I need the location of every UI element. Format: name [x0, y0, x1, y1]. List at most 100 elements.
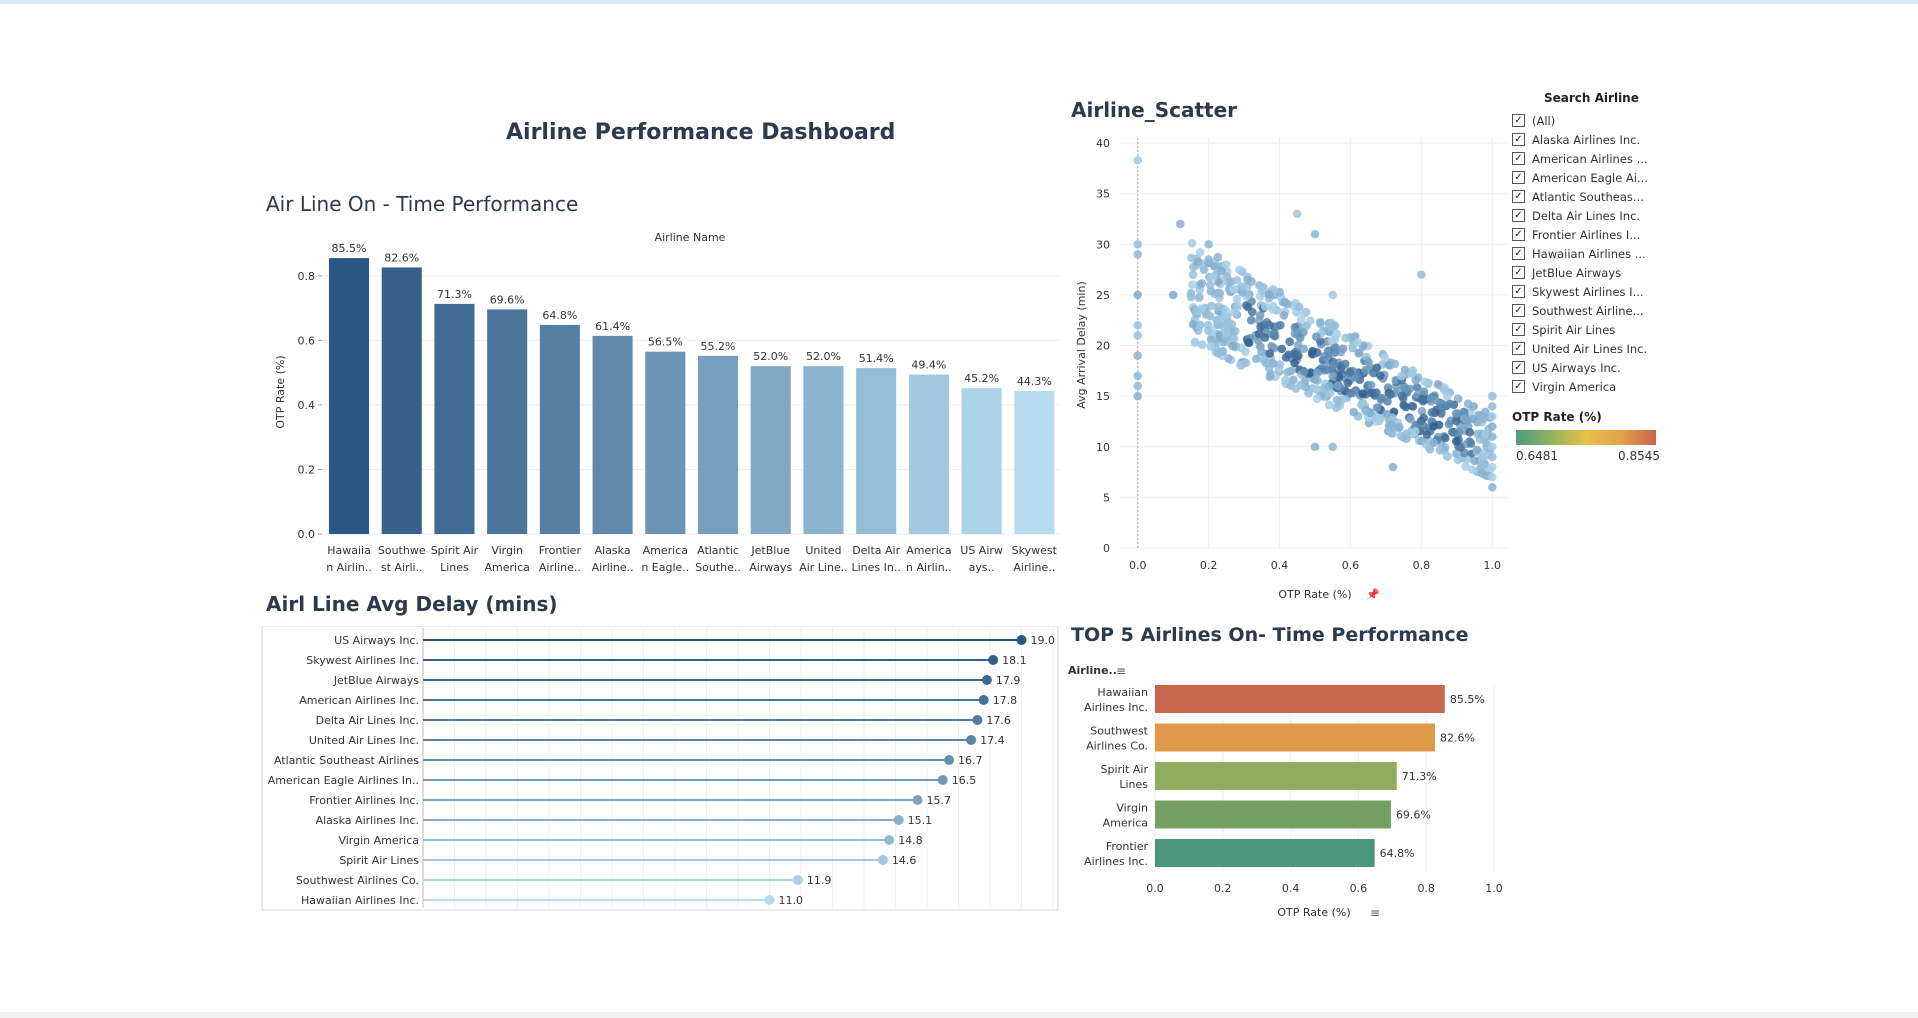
otp-bar [645, 351, 686, 534]
delay-lollipop-dot [978, 695, 989, 705]
scatter-point [1338, 344, 1348, 353]
scatter-point [1341, 333, 1350, 343]
top5-xtick-label: 0.8 [1417, 882, 1435, 895]
filter-item-label: (All) [1532, 113, 1556, 128]
scatter-point [1410, 426, 1420, 436]
filter-item[interactable]: ✓ Delta Air Lines Inc. [1512, 206, 1662, 225]
airline-scatter-chart[interactable]: 0.0 0.2 0.4 0.6 0.8 1.0 0 5 10 15 20 25 30 35 40 OTP Ra… [1070, 130, 1510, 605]
bar-category-label: Air Line.. [799, 561, 848, 574]
scatter-point [1208, 272, 1218, 281]
scatter-point [1232, 294, 1242, 304]
delay-lollipop-dot [893, 815, 904, 825]
checkbox-checked-icon[interactable]: ✓ [1512, 304, 1525, 317]
scatter-point [1133, 320, 1143, 330]
bar-category-label: JetBlue [750, 544, 790, 557]
filter-item[interactable]: ✓ JetBlue Airways [1512, 263, 1662, 282]
scatter-point [1293, 340, 1303, 350]
checkbox-checked-icon[interactable]: ✓ [1512, 247, 1525, 260]
delay-value-label: 17.8 [993, 694, 1018, 707]
delay-lollipop-dot [764, 895, 775, 905]
delay-value-label: 15.7 [927, 794, 952, 807]
bar-category-label: n Airlin.. [906, 561, 952, 574]
scatter-point [1435, 445, 1445, 455]
filter-item[interactable]: ✓ Skywest Airlines I... [1512, 282, 1662, 301]
scatter-point [1354, 348, 1363, 358]
avg-delay-chart[interactable]: 19.0 US Airways Inc. 18.1 Skywest Airlines … [260, 626, 1060, 912]
top5-category-label: America [1103, 817, 1148, 830]
scatter-point [1290, 350, 1299, 359]
filter-item[interactable]: ✓ Frontier Airlines I... [1512, 225, 1662, 244]
scatter-point [1453, 394, 1463, 403]
filter-item[interactable]: ✓ Southwest Airline... [1512, 301, 1662, 320]
otp-bar [1014, 391, 1055, 534]
otp-bar-label: 69.6% [490, 293, 525, 306]
delay-value-label: 14.6 [892, 854, 917, 867]
filter-item[interactable]: ✓ (All) [1512, 111, 1662, 130]
scatter-point [1133, 250, 1143, 259]
checkbox-checked-icon[interactable]: ✓ [1512, 228, 1525, 241]
top5-xtick-label: 0.4 [1282, 882, 1300, 895]
scatter-xtick-label: 0.4 [1271, 559, 1289, 572]
scatter-point [1220, 319, 1229, 329]
filter-item[interactable]: ✓ US Airways Inc. [1512, 358, 1662, 377]
bar-chart-ytick-label: 0.2 [298, 463, 316, 476]
checkbox-checked-icon[interactable]: ✓ [1512, 342, 1525, 355]
scatter-point [1312, 384, 1322, 394]
filter-item[interactable]: ✓ United Air Lines Inc. [1512, 339, 1662, 358]
scatter-xtick-label: 1.0 [1484, 559, 1502, 572]
bar-category-label: Airways [749, 561, 792, 574]
bar-category-label: n Eagle.. [641, 561, 689, 574]
checkbox-checked-icon[interactable]: ✓ [1512, 171, 1525, 184]
scatter-point [1133, 331, 1143, 340]
scatter-point [1477, 469, 1487, 478]
checkbox-checked-icon[interactable]: ✓ [1512, 266, 1525, 279]
checkbox-checked-icon[interactable]: ✓ [1512, 323, 1525, 336]
filter-item[interactable]: ✓ Spirit Air Lines [1512, 320, 1662, 339]
otp-bar-chart[interactable]: Airline Name OTP Rate (%) 0.0 0.2 0.4 0.6 0.8 8… [260, 222, 1060, 587]
scatter-point [1429, 438, 1438, 448]
delay-value-label: 14.8 [898, 834, 923, 847]
checkbox-checked-icon[interactable]: ✓ [1512, 133, 1525, 146]
scatter-point [1227, 319, 1237, 329]
filter-item[interactable]: ✓ American Airlines ... [1512, 149, 1662, 168]
filter-item[interactable]: ✓ Atlantic Southeas... [1512, 187, 1662, 206]
delay-value-label: 17.9 [996, 674, 1021, 687]
scatter-point [1433, 379, 1443, 389]
scatter-point [1292, 209, 1302, 219]
scatter-point [1213, 288, 1223, 298]
legend-title: OTP Rate (%) [1512, 410, 1602, 424]
otp-bar [908, 374, 949, 534]
bar-category-label: America [484, 561, 529, 574]
filter-item[interactable]: ✓ American Eagle Ai... [1512, 168, 1662, 187]
checkbox-checked-icon[interactable]: ✓ [1512, 114, 1525, 127]
scatter-point [1221, 311, 1231, 320]
scatter-point [1275, 360, 1285, 369]
scatter-point [1402, 429, 1411, 439]
filter-item[interactable]: ✓ Alaska Airlines Inc. [1512, 130, 1662, 149]
checkbox-checked-icon[interactable]: ✓ [1512, 285, 1525, 298]
checkbox-checked-icon[interactable]: ✓ [1512, 209, 1525, 222]
checkbox-checked-icon[interactable]: ✓ [1512, 380, 1525, 393]
scatter-point [1465, 427, 1475, 437]
delay-category-label: US Airways Inc. [334, 634, 419, 647]
filter-item[interactable]: ✓ Hawaiian Airlines ... [1512, 244, 1662, 263]
filter-item-label: Alaska Airlines Inc. [1532, 132, 1641, 147]
checkbox-checked-icon[interactable]: ✓ [1512, 152, 1525, 165]
bar-category-label: Southe.. [695, 561, 741, 574]
scatter-point [1204, 255, 1213, 264]
scatter-ytick-label: 40 [1096, 137, 1110, 150]
checkbox-checked-icon[interactable]: ✓ [1512, 190, 1525, 203]
scatter-point [1445, 399, 1455, 409]
bar-category-label: Spirit Air [431, 544, 479, 557]
scatter-point [1369, 368, 1378, 378]
airline-filter[interactable]: Search Airline ✓ (All) ✓ Alaska Airlines In… [1512, 91, 1662, 396]
scatter-point [1175, 219, 1185, 229]
filter-item[interactable]: ✓ Virgin America [1512, 377, 1662, 396]
scatter-point [1429, 421, 1438, 431]
scatter-point [1325, 322, 1334, 332]
scatter-point [1190, 337, 1200, 347]
otp-bar [434, 303, 475, 534]
checkbox-checked-icon[interactable]: ✓ [1512, 361, 1525, 374]
scatter-point [1470, 456, 1479, 465]
